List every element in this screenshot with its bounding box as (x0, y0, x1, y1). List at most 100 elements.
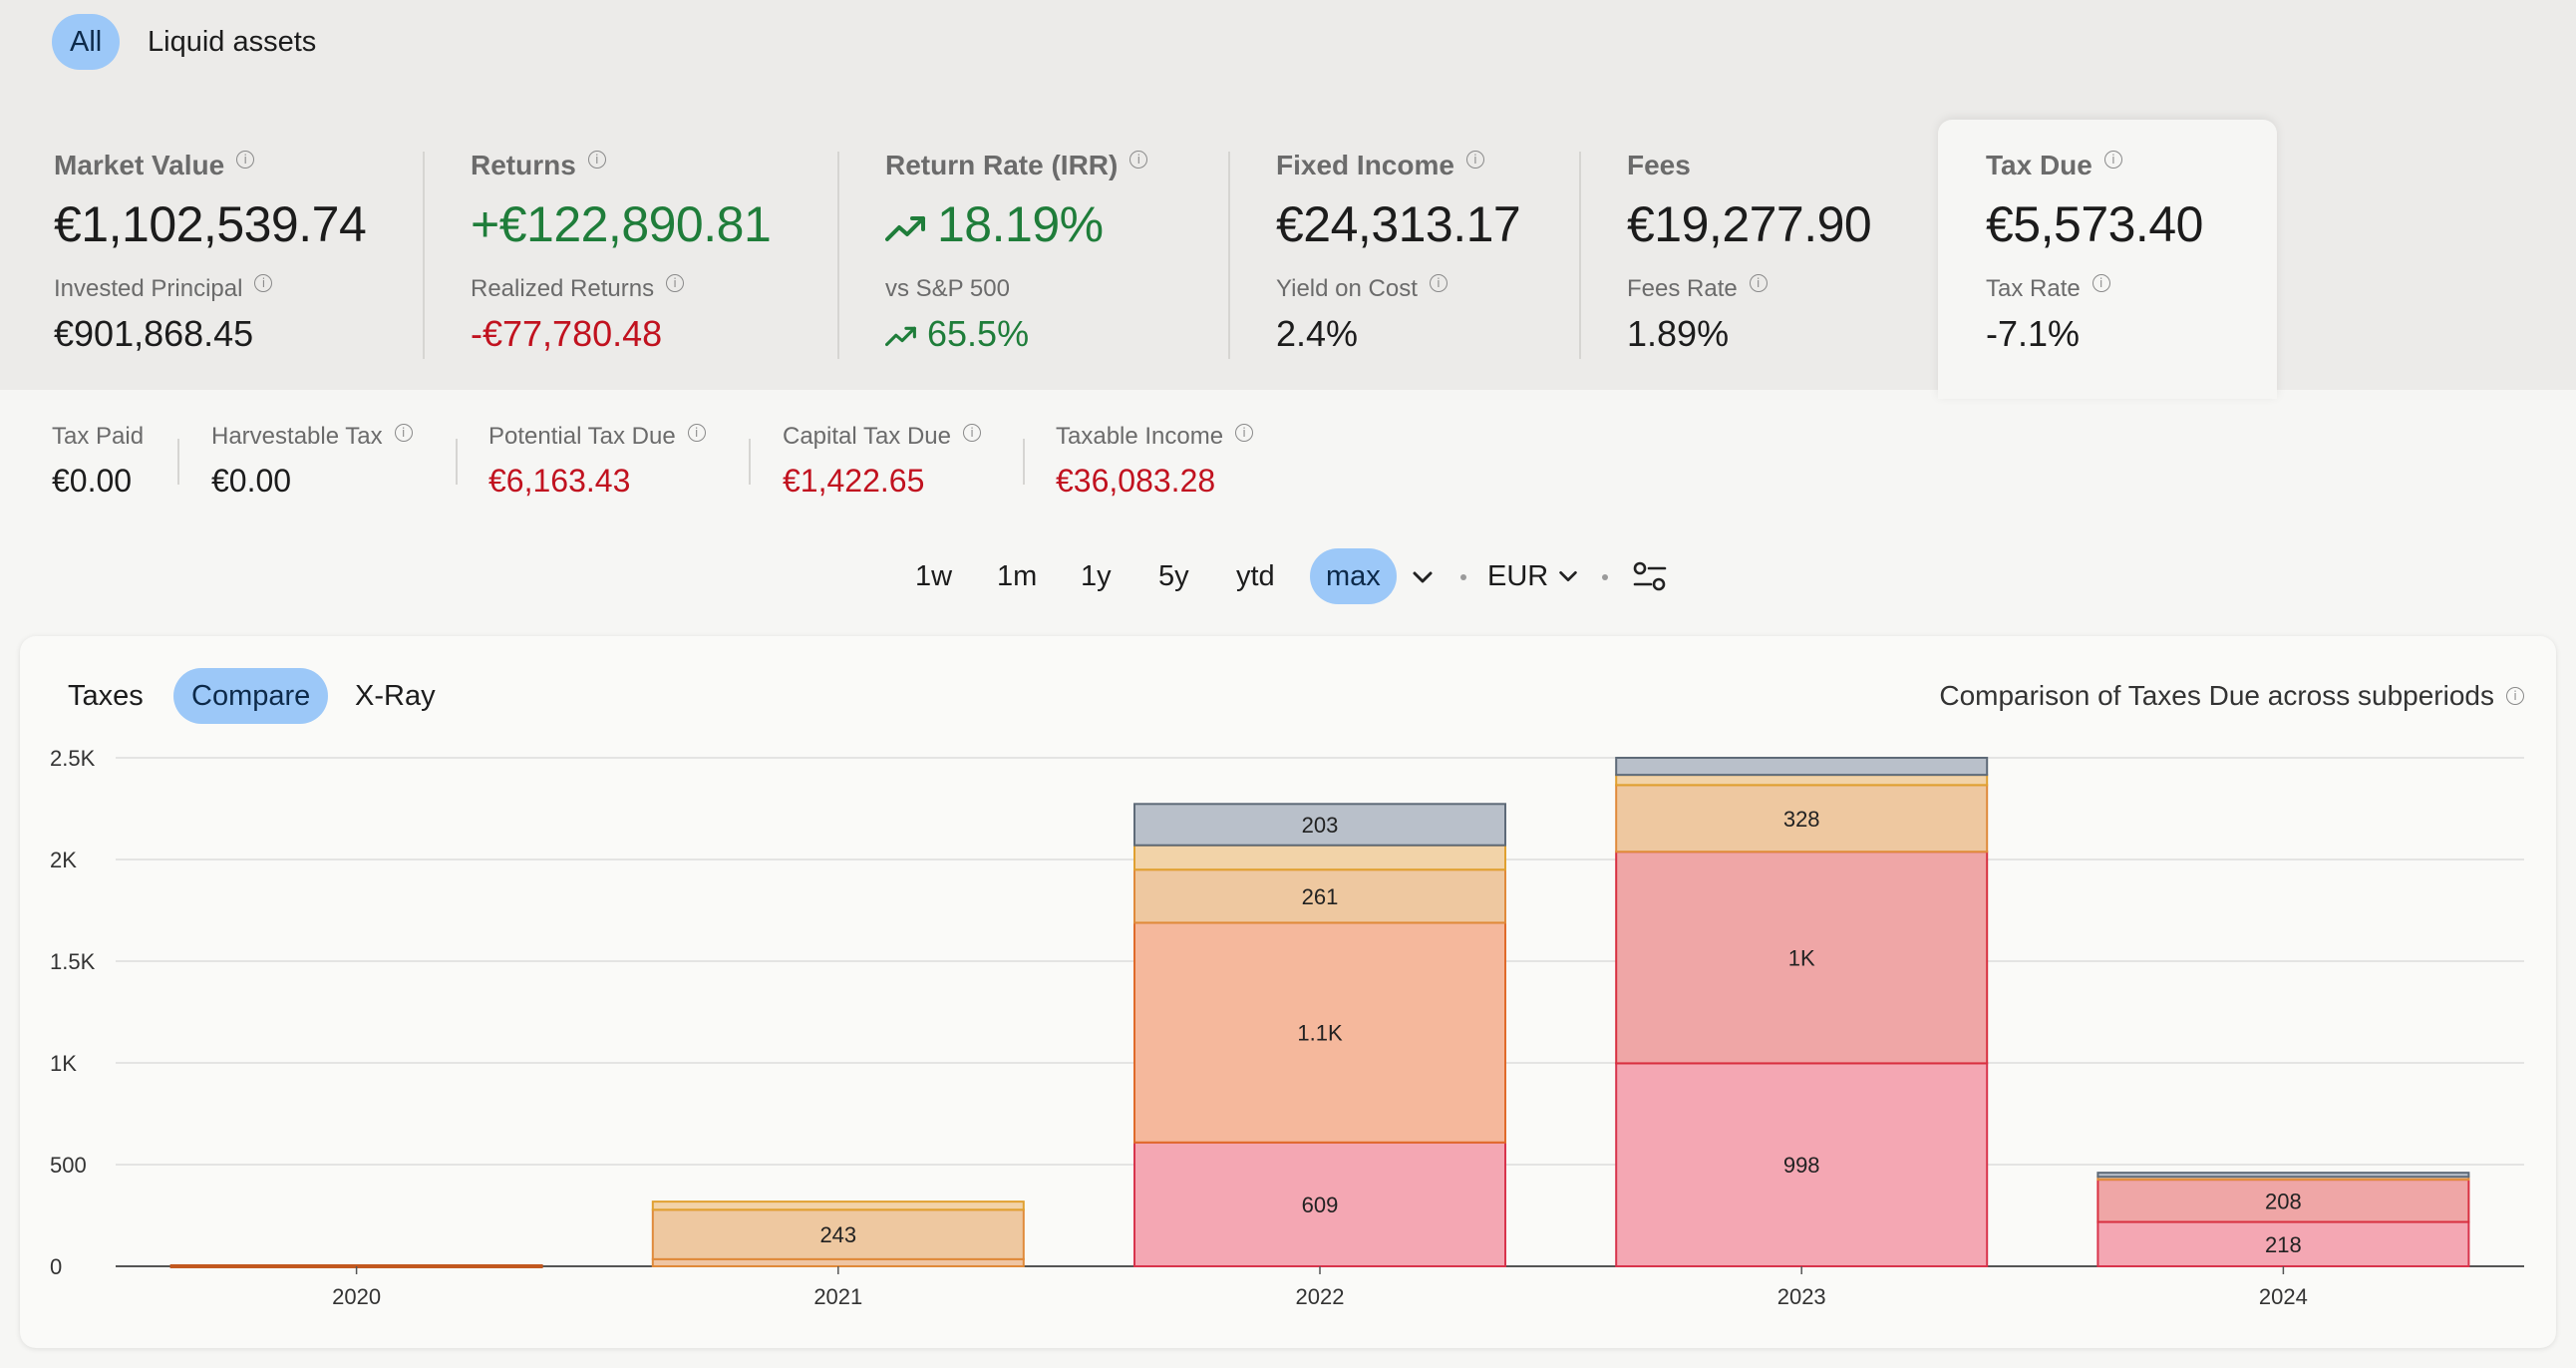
separator-dot (1460, 574, 1466, 580)
period-1w[interactable]: 1w (915, 560, 953, 592)
sub-label: Tax Paid (52, 423, 145, 450)
harvestable-tax: Harvestable Tax i €0.00 (211, 423, 413, 500)
metric-returns[interactable]: Returns i +€122,890.81 Realized Returns i … (471, 150, 772, 355)
sub-label: Taxable Income (1056, 423, 1224, 450)
bar-segment (2096, 1172, 2470, 1179)
period-max[interactable]: max (1310, 548, 1397, 604)
tax-compare-chart: 0 500 1K 1.5K 2K 2.5K 2020 243 2021 609 1.1K 261 203… (50, 746, 2524, 1309)
info-icon[interactable]: i (1429, 274, 1448, 292)
info-icon[interactable]: i (687, 424, 706, 442)
tab-taxes[interactable]: Taxes (68, 680, 144, 712)
data-label: 243 (819, 1222, 856, 1247)
info-icon[interactable]: i (2103, 151, 2122, 169)
chart-title-text: Comparison of Taxes Due across subperiod… (1939, 680, 2494, 711)
sp500-value: 65.5% (927, 313, 1030, 354)
divider (1228, 152, 1230, 359)
info-icon[interactable]: i (587, 151, 606, 169)
metric-subvalue: -7.1% (1986, 313, 2081, 354)
metric-label: Tax Due (1986, 150, 2093, 180)
bar-segment (2096, 1220, 2470, 1268)
data-label: 328 (1783, 807, 1820, 832)
data-label: 218 (2265, 1232, 2302, 1257)
filter-liquid-assets[interactable]: Liquid assets (148, 26, 317, 58)
metric-sublabel: vs S&P 500 (885, 275, 1010, 302)
metric-subvalue: 1.89% (1627, 313, 1730, 354)
period-1m[interactable]: 1m (997, 560, 1038, 592)
metric-label: Return Rate (IRR) (885, 150, 1119, 180)
divider (1023, 439, 1025, 485)
tab-compare[interactable]: Compare (173, 668, 329, 724)
tab-x-ray[interactable]: X-Ray (355, 680, 436, 712)
divider (1579, 152, 1581, 359)
bar-segment (1133, 844, 1506, 871)
metric-label: Fees (1627, 150, 1691, 180)
metric-label: Fixed Income (1276, 150, 1454, 180)
metric-sublabel: Invested Principal (54, 275, 243, 302)
period-5y[interactable]: 5y (1158, 560, 1189, 592)
potential-tax-due: Potential Tax Due i €6,163.43 (488, 423, 706, 500)
info-icon[interactable]: i (394, 424, 413, 442)
x-tick-label: 2023 (1777, 1284, 1826, 1309)
y-tick-label: 2.5K (50, 746, 96, 771)
data-label: 998 (1783, 1153, 1820, 1178)
data-label: 208 (2265, 1189, 2302, 1213)
period-1y[interactable]: 1y (1081, 560, 1112, 592)
info-icon[interactable]: i (666, 274, 685, 292)
currency-select[interactable]: EUR (1487, 548, 1580, 604)
y-tick-label: 2K (50, 848, 77, 872)
metric-subvalue: 65.5% (885, 313, 1147, 355)
info-icon[interactable]: i (254, 274, 273, 292)
metric-sublabel: Tax Rate (1986, 275, 2081, 302)
y-tick-label: 0 (50, 1254, 62, 1279)
data-label: 261 (1302, 884, 1339, 909)
bar-segment (1615, 784, 1989, 854)
bar-segment (651, 1208, 1025, 1260)
data-label: 203 (1302, 813, 1339, 838)
metric-value: +€122,890.81 (471, 196, 772, 252)
metric-value: €1,102,539.74 (54, 196, 367, 252)
y-tick-label: 1K (50, 1051, 77, 1076)
metric-market-value[interactable]: Market Value i €1,102,539.74 Invested Pri… (54, 150, 367, 355)
info-icon[interactable]: i (1235, 424, 1254, 442)
metric-value: 18.19% (885, 195, 1147, 253)
chevron-down-icon[interactable] (1410, 564, 1436, 590)
sub-value: €0.00 (211, 463, 292, 499)
divider (749, 439, 751, 485)
bar-segment (651, 1200, 1025, 1211)
info-icon[interactable]: i (1465, 151, 1484, 169)
metric-sublabel: Fees Rate (1627, 275, 1738, 302)
data-label: 609 (1302, 1193, 1339, 1217)
sub-value: €0.00 (52, 463, 133, 499)
metric-fixed-income[interactable]: Fixed Income i €24,313.17 Yield on Cost i … (1276, 150, 1521, 355)
sub-label: Potential Tax Due (488, 423, 676, 450)
y-tick-label: 1.5K (50, 949, 96, 974)
info-icon[interactable]: i (1749, 274, 1768, 292)
info-icon[interactable]: i (2092, 274, 2110, 292)
period-ytd[interactable]: ytd (1236, 560, 1275, 592)
metric-sublabel: Realized Returns (471, 275, 655, 302)
info-icon[interactable]: i (2506, 687, 2524, 705)
separator-dot (1602, 574, 1608, 580)
metric-value: €19,277.90 (1627, 196, 1872, 252)
metric-irr[interactable]: Return Rate (IRR) i 18.19% vs S&P 500 65.… (885, 150, 1148, 355)
info-icon[interactable]: i (236, 151, 255, 169)
filter-all[interactable]: All (52, 14, 121, 70)
chevron-down-icon (1559, 570, 1578, 582)
data-label: 1.1K (1297, 1021, 1343, 1046)
metric-fees[interactable]: Fees €19,277.90 Fees Rate i 1.89% (1627, 150, 1872, 355)
bar-segment (1615, 757, 1989, 777)
info-icon[interactable]: i (1129, 151, 1148, 169)
trending-up-icon (885, 327, 916, 347)
metric-value: €24,313.17 (1276, 196, 1521, 252)
metric-tax-due[interactable]: Tax Due i €5,573.40 Tax Rate i -7.1% (1986, 150, 2203, 355)
chart-title: Comparison of Taxes Due across subperiod… (1939, 668, 2524, 724)
capital-tax-due: Capital Tax Due i €1,422.65 (783, 423, 981, 500)
divider (837, 152, 839, 359)
bar-segment (1615, 1062, 1989, 1267)
x-tick-label: 2020 (332, 1284, 381, 1309)
info-icon[interactable]: i (962, 424, 981, 442)
settings-sliders-icon[interactable] (1633, 560, 1667, 592)
metric-subvalue: 2.4% (1276, 313, 1359, 354)
bar-segment (1133, 868, 1506, 924)
tax-paid: Tax Paid €0.00 (52, 423, 144, 500)
